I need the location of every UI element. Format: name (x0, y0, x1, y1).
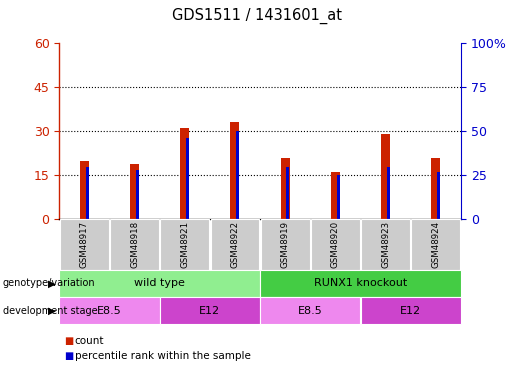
Text: ■: ■ (64, 351, 74, 361)
Text: GSM48923: GSM48923 (381, 221, 390, 268)
Text: GSM48924: GSM48924 (432, 221, 440, 268)
Text: wild type: wild type (134, 279, 185, 288)
Bar (136, 170, 139, 219)
Bar (236, 131, 239, 219)
Text: genotype/variation: genotype/variation (3, 279, 95, 288)
Text: E8.5: E8.5 (97, 306, 122, 315)
Text: count: count (75, 336, 104, 346)
Bar (286, 166, 289, 219)
Text: ▶: ▶ (47, 279, 56, 288)
Text: E12: E12 (400, 306, 421, 315)
Bar (281, 158, 290, 219)
Text: GSM48918: GSM48918 (130, 221, 139, 268)
Bar (431, 158, 440, 219)
Bar (130, 164, 139, 219)
Text: GSM48920: GSM48920 (331, 221, 340, 268)
Text: development stage: development stage (3, 306, 97, 315)
Text: GSM48922: GSM48922 (231, 221, 239, 268)
Bar (180, 128, 190, 219)
Text: GDS1511 / 1431601_at: GDS1511 / 1431601_at (173, 8, 342, 24)
Bar (387, 166, 390, 219)
Text: E8.5: E8.5 (298, 306, 323, 315)
Bar (331, 172, 340, 219)
Text: GSM48917: GSM48917 (80, 221, 89, 268)
Text: ▶: ▶ (47, 306, 56, 315)
Text: E12: E12 (199, 306, 220, 315)
Text: RUNX1 knockout: RUNX1 knockout (314, 279, 407, 288)
Bar (230, 122, 239, 219)
Bar (85, 166, 89, 219)
Bar (381, 134, 390, 219)
Text: GSM48919: GSM48919 (281, 221, 289, 268)
Text: percentile rank within the sample: percentile rank within the sample (75, 351, 251, 361)
Bar (186, 138, 189, 219)
Text: GSM48921: GSM48921 (180, 221, 189, 268)
Text: ■: ■ (64, 336, 74, 346)
Bar (80, 160, 89, 219)
Bar (337, 176, 339, 219)
Bar (437, 172, 440, 219)
